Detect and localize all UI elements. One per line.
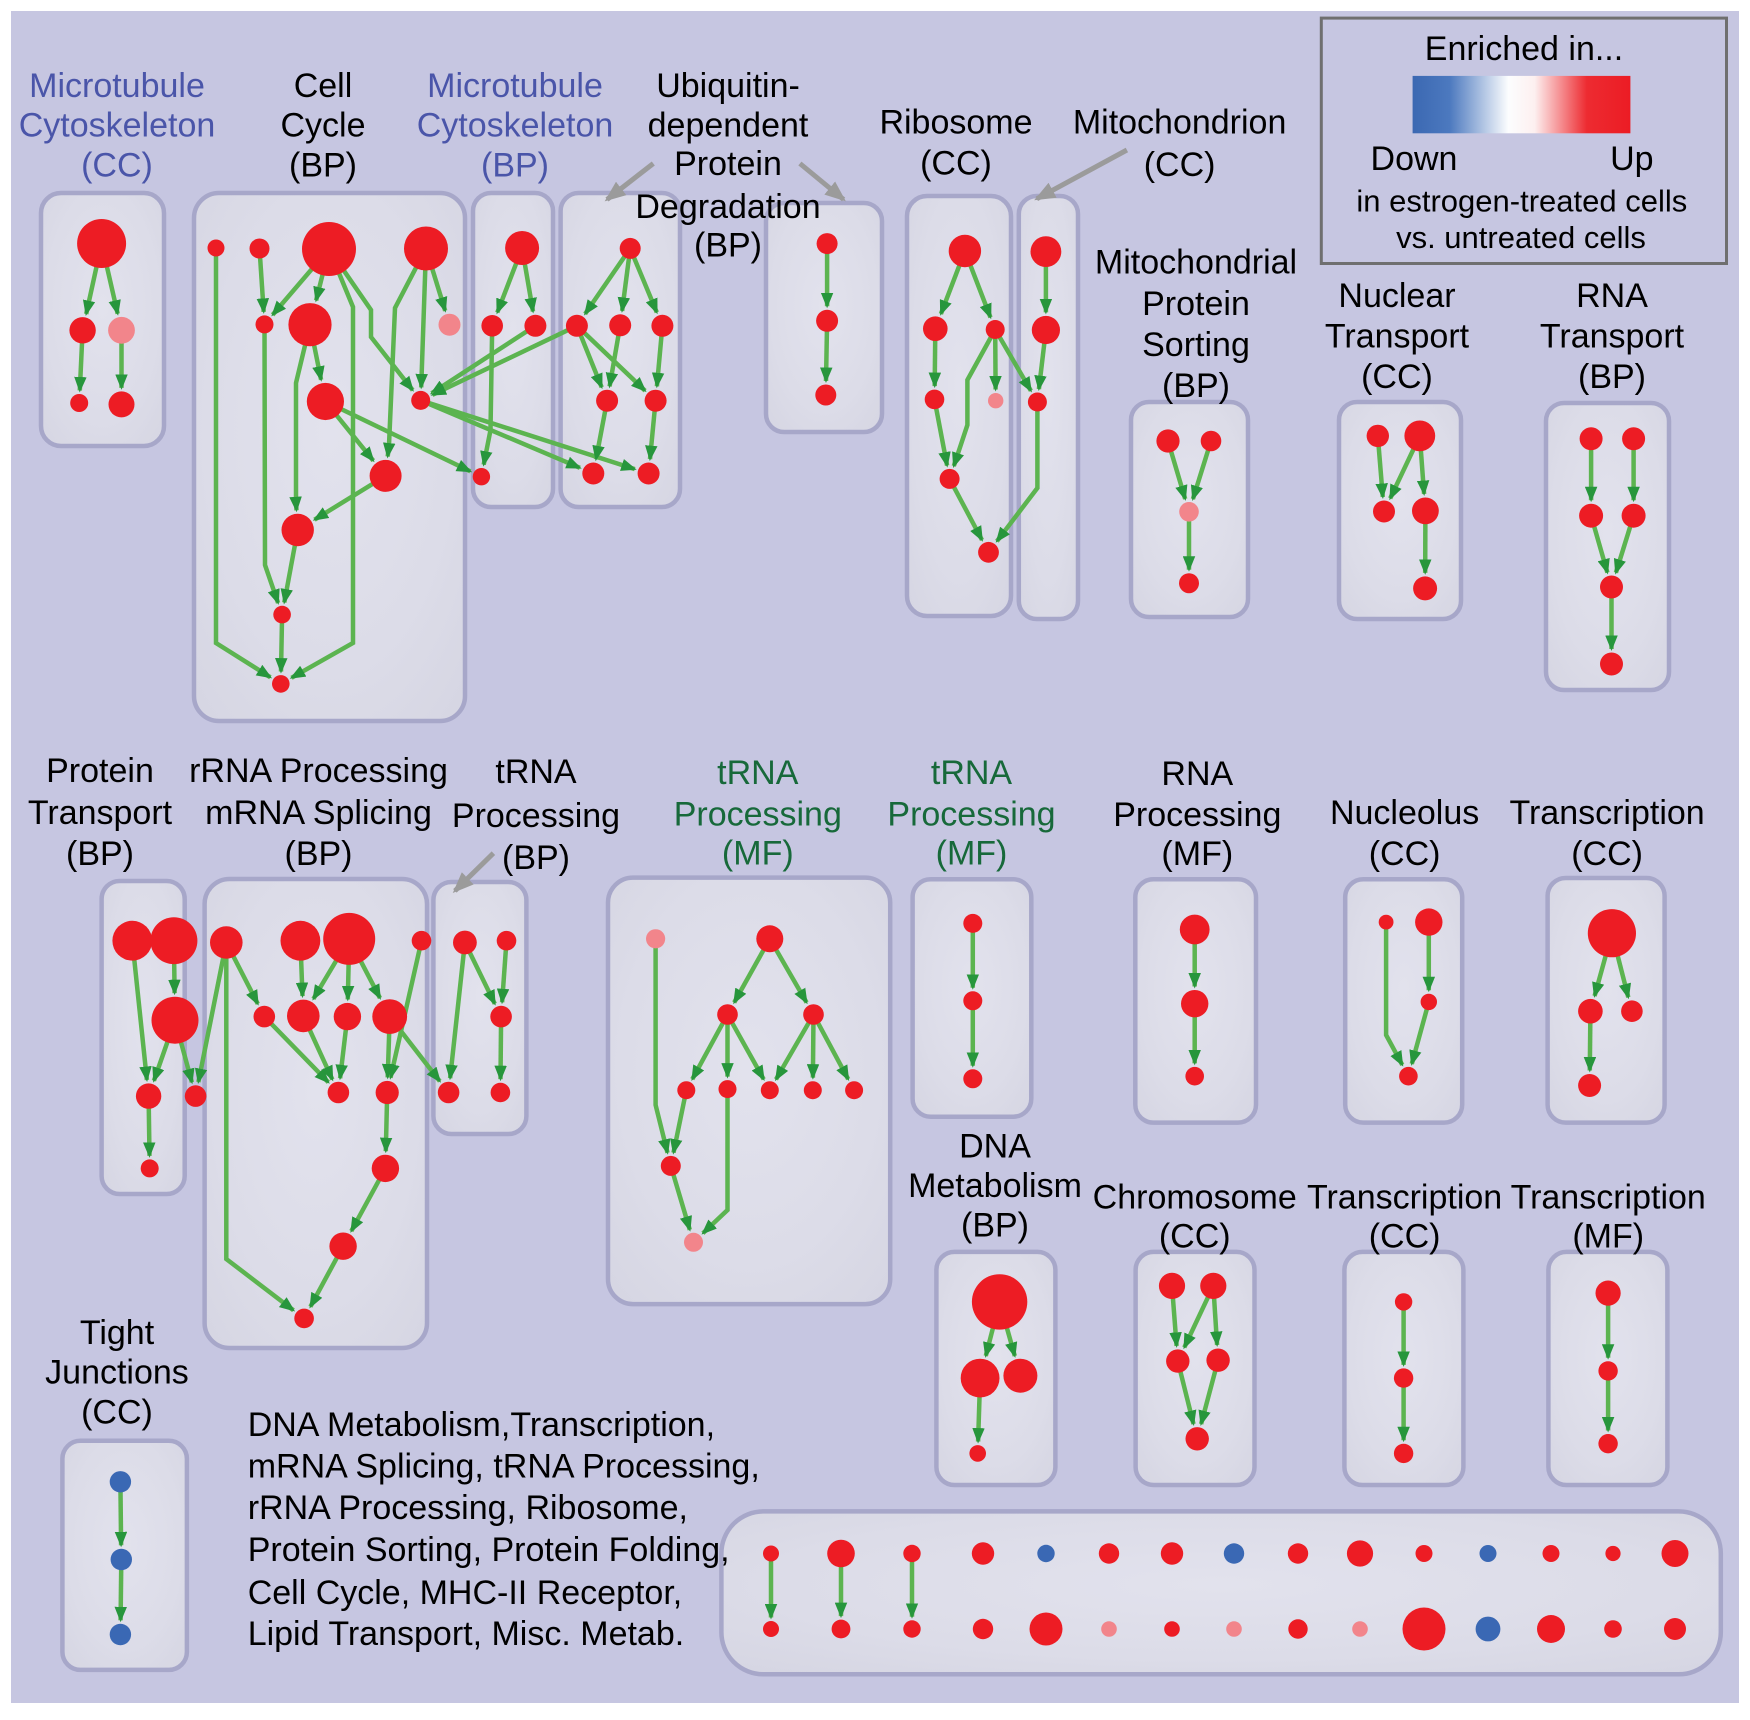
svg-text:Enriched in...: Enriched in... <box>1425 30 1623 68</box>
svg-text:Processing: Processing <box>887 796 1055 834</box>
svg-text:Transport: Transport <box>28 794 173 832</box>
svg-text:Transcription: Transcription <box>1307 1179 1502 1217</box>
svg-text:(CC): (CC) <box>1369 1218 1441 1256</box>
svg-text:(MF): (MF) <box>1161 835 1233 873</box>
svg-text:(BP): (BP) <box>1162 367 1230 405</box>
svg-text:(BP): (BP) <box>481 147 549 185</box>
svg-text:Protein: Protein <box>674 145 782 183</box>
svg-text:Microtubule: Microtubule <box>427 67 603 105</box>
svg-text:Processing: Processing <box>452 797 620 835</box>
svg-text:Protein: Protein <box>1142 285 1250 323</box>
svg-text:rRNA Processing: rRNA Processing <box>189 752 448 790</box>
svg-text:Cell: Cell <box>294 67 353 105</box>
svg-text:Nuclear: Nuclear <box>1338 277 1455 315</box>
svg-text:(CC): (CC) <box>1361 358 1433 396</box>
svg-text:Down: Down <box>1371 140 1458 178</box>
svg-text:(MF): (MF) <box>722 835 794 873</box>
svg-text:(CC): (CC) <box>920 145 992 183</box>
svg-text:(BP): (BP) <box>1578 358 1646 396</box>
svg-text:Cytoskeleton: Cytoskeleton <box>19 107 216 145</box>
svg-text:Protein: Protein <box>46 752 154 790</box>
svg-text:tRNA: tRNA <box>717 754 799 792</box>
svg-text:Processing: Processing <box>674 796 842 834</box>
svg-text:Metabolism: Metabolism <box>908 1167 1082 1205</box>
svg-text:RNA: RNA <box>1576 277 1648 315</box>
svg-text:Mitochondrion: Mitochondrion <box>1073 104 1287 142</box>
svg-text:(CC): (CC) <box>1159 1218 1231 1256</box>
svg-text:(MF): (MF) <box>936 835 1008 873</box>
svg-text:(MF): (MF) <box>1572 1218 1644 1256</box>
svg-text:tRNA: tRNA <box>495 753 577 791</box>
svg-text:(CC): (CC) <box>1144 146 1216 184</box>
svg-text:Transport: Transport <box>1540 317 1685 355</box>
svg-text:Lipid Transport, Misc. Metab.: Lipid Transport, Misc. Metab. <box>248 1615 685 1653</box>
svg-text:Ribosome: Ribosome <box>879 104 1032 142</box>
svg-text:Transcription: Transcription <box>1509 794 1704 832</box>
svg-text:Protein Sorting, Protein Foldi: Protein Sorting, Protein Folding, <box>248 1531 730 1569</box>
svg-text:tRNA: tRNA <box>931 754 1013 792</box>
svg-text:Sorting: Sorting <box>1142 326 1250 364</box>
svg-text:(BP): (BP) <box>66 835 134 873</box>
svg-text:Transport: Transport <box>1325 317 1470 355</box>
svg-text:mRNA Splicing: mRNA Splicing <box>205 794 432 832</box>
svg-text:(CC): (CC) <box>81 1393 153 1431</box>
svg-text:vs. untreated cells: vs. untreated cells <box>1396 220 1646 255</box>
svg-text:Up: Up <box>1610 140 1653 178</box>
svg-text:Cycle: Cycle <box>280 107 365 145</box>
svg-text:rRNA Processing, Ribosome,: rRNA Processing, Ribosome, <box>248 1489 688 1527</box>
svg-text:dependent: dependent <box>648 107 809 145</box>
svg-text:Nucleolus: Nucleolus <box>1330 794 1479 832</box>
svg-text:Tight: Tight <box>80 1314 155 1352</box>
svg-text:Cell Cycle, MHC-II Receptor,: Cell Cycle, MHC-II Receptor, <box>248 1574 683 1612</box>
svg-text:(BP): (BP) <box>961 1207 1029 1245</box>
svg-text:DNA: DNA <box>959 1127 1031 1165</box>
svg-text:(CC): (CC) <box>1571 835 1643 873</box>
svg-text:Mitochondrial: Mitochondrial <box>1095 244 1297 282</box>
svg-text:(BP): (BP) <box>285 835 353 873</box>
svg-text:Junctions: Junctions <box>45 1354 189 1392</box>
svg-text:Ubiquitin-: Ubiquitin- <box>656 67 800 105</box>
svg-text:(CC): (CC) <box>81 147 153 185</box>
svg-text:DNA Metabolism,Transcription,: DNA Metabolism,Transcription, <box>248 1406 715 1444</box>
svg-text:Chromosome: Chromosome <box>1093 1179 1297 1217</box>
svg-text:(BP): (BP) <box>289 147 357 185</box>
svg-text:Cytoskeleton: Cytoskeleton <box>417 107 614 145</box>
svg-text:Transcription: Transcription <box>1511 1179 1706 1217</box>
svg-text:in estrogen-treated cells: in estrogen-treated cells <box>1356 184 1687 219</box>
svg-text:RNA: RNA <box>1161 755 1233 793</box>
svg-text:mRNA Splicing, tRNA Processing: mRNA Splicing, tRNA Processing, <box>248 1448 760 1486</box>
svg-text:Microtubule: Microtubule <box>29 67 205 105</box>
svg-text:(CC): (CC) <box>1369 835 1441 873</box>
svg-text:Degradation: Degradation <box>635 188 820 226</box>
svg-text:(BP): (BP) <box>502 839 570 877</box>
svg-text:(BP): (BP) <box>694 226 762 264</box>
svg-text:Processing: Processing <box>1113 796 1281 834</box>
